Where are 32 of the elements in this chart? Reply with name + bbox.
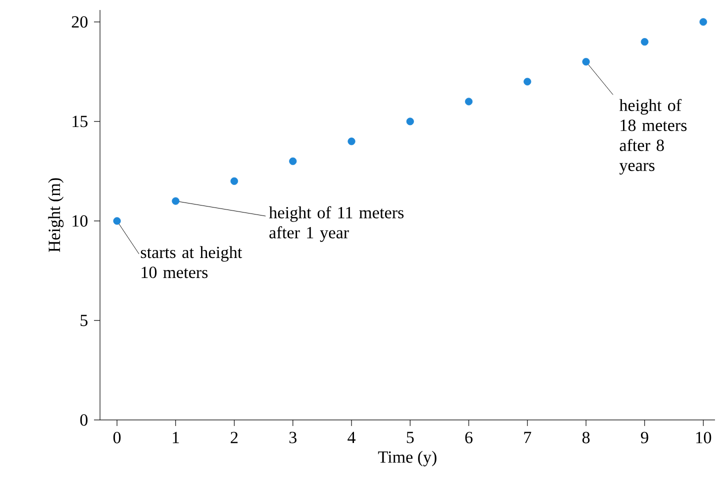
x-tick-label: 3 [289,432,296,444]
y-axis-title: Height (m) [48,178,64,252]
annotation: height of 18 meters after 8 years [619,98,687,175]
y-tick-label: 0 [80,414,88,426]
y-tick-label: 20 [72,16,88,28]
x-axis-title: Time (y) [378,450,436,466]
x-tick-label: 8 [582,432,590,444]
point [406,118,414,126]
point [289,157,297,166]
x-tick-label: 7 [524,432,532,443]
point [172,197,180,205]
point [582,58,590,66]
annotation: height of 11 meters after 1 year [269,206,404,242]
x-tick-label: 6 [465,432,473,444]
point [230,177,238,185]
annotation: starts at height 10 meters [140,246,242,278]
point [699,18,708,26]
point [113,217,121,225]
y-tick-label: 5 [80,314,88,326]
x-tick-label: 9 [640,432,648,444]
x-tick-label: 2 [230,432,238,444]
x-tick-label: 4 [348,432,356,444]
point [640,38,648,46]
y-tick-label: 10 [72,215,88,227]
point [464,98,473,106]
y-tick-label: 15 [72,116,88,128]
x-tick-label: 10 [696,432,712,444]
point [348,138,356,146]
x-tick-label: 1 [172,432,179,444]
point [524,78,532,86]
x-tick-label: 0 [113,432,121,444]
x-tick-label: 5 [406,432,414,444]
